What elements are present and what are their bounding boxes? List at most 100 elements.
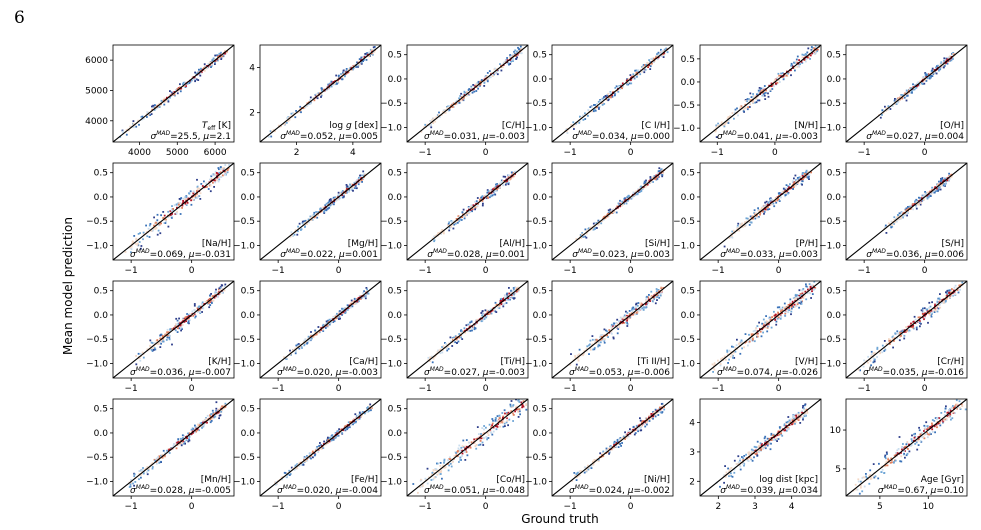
data-point: [331, 81, 334, 84]
data-point: [512, 58, 515, 61]
data-point: [657, 289, 660, 291]
data-point: [795, 305, 798, 307]
data-point: [614, 87, 617, 89]
data-point: [581, 233, 583, 236]
scatter-points: [569, 286, 665, 366]
data-point: [363, 295, 365, 298]
data-point: [358, 295, 361, 297]
data-point: [342, 193, 345, 195]
data-point: [474, 85, 477, 87]
data-point: [140, 116, 143, 118]
data-point: [938, 301, 941, 303]
data-point: [506, 62, 509, 65]
data-point: [951, 288, 953, 290]
data-point: [487, 190, 490, 192]
data-point: [269, 130, 272, 133]
data-point: [636, 73, 639, 76]
data-point: [309, 99, 311, 102]
data-point: [219, 168, 222, 171]
data-point: [900, 215, 903, 218]
data-point: [459, 218, 462, 221]
data-point: [496, 185, 499, 188]
data-point: [800, 294, 803, 297]
data-point: [936, 310, 939, 313]
data-point: [192, 78, 195, 80]
data-point: [175, 323, 177, 326]
data-point: [308, 339, 311, 341]
data-point: [726, 349, 729, 352]
data-point: [772, 85, 775, 88]
data-point: [137, 119, 139, 122]
data-point: [155, 343, 158, 345]
data-point: [188, 313, 191, 316]
data-point: [319, 93, 322, 96]
data-point: [473, 90, 476, 93]
data-point: [938, 297, 941, 300]
data-point: [301, 220, 304, 223]
data-point: [761, 325, 764, 328]
data-point: [745, 217, 748, 220]
data-point: [910, 322, 912, 325]
data-point: [594, 226, 597, 229]
data-point: [439, 348, 442, 351]
data-point: [756, 332, 759, 335]
data-point: [934, 188, 937, 191]
data-point: [217, 167, 220, 169]
data-point: [635, 312, 638, 314]
data-point: [778, 195, 780, 197]
data-point: [510, 291, 513, 294]
data-point: [160, 333, 162, 336]
data-point: [628, 82, 631, 85]
data-point: [755, 97, 757, 100]
data-point: [183, 196, 186, 199]
data-point: [622, 85, 625, 88]
data-point: [798, 294, 801, 297]
data-point: [351, 186, 353, 189]
data-point: [610, 330, 613, 333]
data-point: [646, 65, 649, 68]
data-point: [187, 197, 190, 200]
data-point: [946, 290, 949, 292]
identity-line: [700, 281, 821, 378]
data-point: [894, 220, 897, 222]
data-point: [450, 104, 453, 106]
data-point: [139, 232, 141, 234]
data-point: [461, 338, 464, 340]
data-point: [779, 317, 782, 320]
data-point: [903, 96, 906, 99]
data-point: [296, 346, 298, 348]
data-point: [919, 325, 921, 328]
data-point: [334, 317, 337, 320]
data-point: [345, 186, 348, 189]
data-point: [598, 222, 600, 225]
y-tick-label: 0.0: [94, 311, 109, 321]
data-point: [776, 306, 779, 309]
data-point: [589, 348, 592, 351]
data-point: [796, 177, 799, 179]
data-point: [347, 68, 350, 71]
data-point: [304, 219, 307, 222]
data-point: [167, 100, 170, 103]
data-point: [140, 245, 143, 247]
data-point: [171, 208, 173, 210]
data-point: [174, 329, 177, 332]
data-point: [467, 323, 470, 326]
data-point: [341, 78, 344, 81]
data-point: [790, 69, 792, 72]
data-point: [763, 93, 765, 95]
data-point: [472, 204, 475, 207]
data-point: [434, 235, 437, 237]
data-point: [339, 192, 342, 195]
panel-frame: [112, 162, 235, 261]
data-point: [588, 353, 590, 355]
data-point: [429, 360, 431, 362]
data-point: [788, 186, 790, 189]
data-point: [596, 227, 598, 229]
data-point: [329, 204, 332, 207]
data-point: [801, 56, 804, 59]
data-point: [791, 180, 794, 183]
data-point: [751, 337, 754, 340]
data-point: [285, 358, 288, 360]
data-point: [314, 331, 317, 334]
data-point: [321, 208, 324, 210]
